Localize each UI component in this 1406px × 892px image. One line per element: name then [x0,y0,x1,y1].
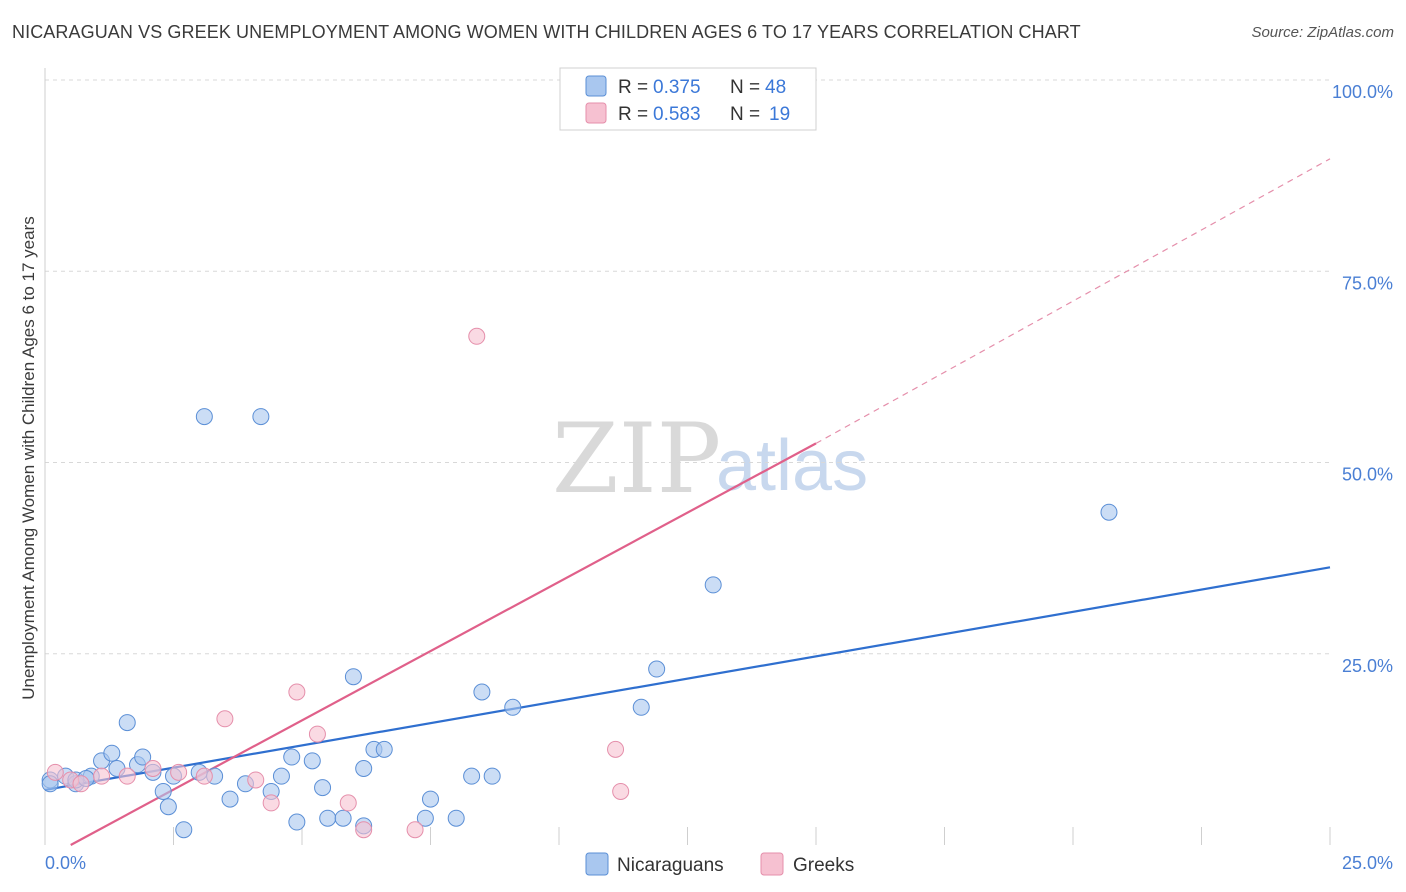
greek-point [195,767,213,785]
greek-point [612,782,630,800]
watermark-zip: ZIP [552,403,721,515]
grid-lines [45,79,1330,655]
greek-trend-extension [815,158,1331,444]
y-tick-label-25: 25.0% [1342,656,1393,676]
greek-point [468,327,486,345]
nicaraguan-point [272,767,290,785]
nicaraguan-point [1100,503,1118,521]
greek-point [406,821,424,839]
watermark-atlas: atlas [716,426,868,506]
nicaraguan-point [283,748,301,766]
bottom-legend-label-greeks: Greeks [793,855,854,876]
nicaraguan-point [195,408,213,426]
nicaraguan-point [118,714,136,732]
nicaraguan-point [416,809,434,827]
data-points [41,327,1118,839]
greek-point [93,767,111,785]
source-credit: Source: ZipAtlas.com [1251,24,1394,41]
legend-swatch-nicaraguans [585,75,607,97]
axes: 100.0% 75.0% 50.0% 25.0% 0.0% 25.0% [44,68,1393,873]
greek-point [216,710,234,728]
chart-title: NICARAGUAN VS GREEK UNEMPLOYMENT AMONG W… [12,22,1081,42]
nicaraguan-point [422,790,439,808]
greek-trend-line [70,442,817,846]
legend-n-value-2: 19 [769,104,790,125]
nicaraguan-point [314,779,332,797]
nicaraguan-point [175,821,193,839]
legend-n-label-2: N = [730,104,760,125]
nicaraguan-point [252,408,270,426]
nicaraguan-point [288,813,306,831]
greek-point [339,794,357,812]
series-legend: Nicaraguans Greeks [585,852,854,876]
nicaraguan-point [483,767,501,785]
nicaraguan-point [375,740,393,758]
y-tick-label-50: 50.0% [1342,465,1393,485]
nicaraguan-point [447,809,465,827]
nicaraguan-point [319,809,337,827]
greek-point [308,725,326,743]
greek-point [247,771,265,789]
bottom-legend-label-nicaraguans: Nicaraguans [617,855,724,876]
legend-n-value-1: 48 [765,77,786,98]
nicaraguan-point [648,660,666,678]
bottom-legend-swatch-greeks [760,852,784,876]
greek-point [118,767,136,785]
nicaraguan-point [154,782,172,800]
nicaraguan-point [103,744,121,762]
greek-point [46,763,64,781]
legend-swatch-greeks [585,102,607,124]
legend-r-label-1: R = [618,77,648,98]
x-tick-label-max: 25.0% [1342,853,1393,873]
nicaraguan-point [221,790,239,808]
greek-point [144,760,162,777]
nicaraguan-point [463,767,481,785]
correlation-legend: R = 0.375 N = 48 R = 0.583 N = 19 [559,67,817,131]
greek-point [170,763,188,781]
y-axis-label: Unemployment Among Women with Children A… [19,216,38,700]
y-tick-label-100: 100.0% [1332,82,1393,102]
greek-point [355,821,373,839]
greek-point [288,683,306,701]
nicaraguan-point [632,698,650,716]
nicaraguan-point [504,698,522,716]
nicaraguan-trend-line [44,566,1331,792]
nicaraguan-point [303,752,321,770]
x-tick-label-min: 0.0% [45,853,86,873]
legend-r-value-1: 0.375 [653,77,701,98]
greek-point [262,794,280,812]
greek-point [607,740,625,758]
legend-r-label-2: R = [618,104,648,125]
legend-r-value-2: 0.583 [653,104,701,125]
nicaraguan-point [473,683,491,701]
nicaraguan-point [355,760,373,777]
nicaraguan-point [159,798,177,816]
greek-point [72,775,90,793]
bottom-legend-swatch-nicaraguans [585,852,609,876]
y-tick-label-75: 75.0% [1342,273,1393,293]
nicaraguan-point [334,809,352,827]
nicaraguan-point [134,748,152,766]
nicaraguan-point [344,668,362,686]
legend-n-label-1: N = [730,77,760,98]
nicaraguan-point [704,576,722,594]
